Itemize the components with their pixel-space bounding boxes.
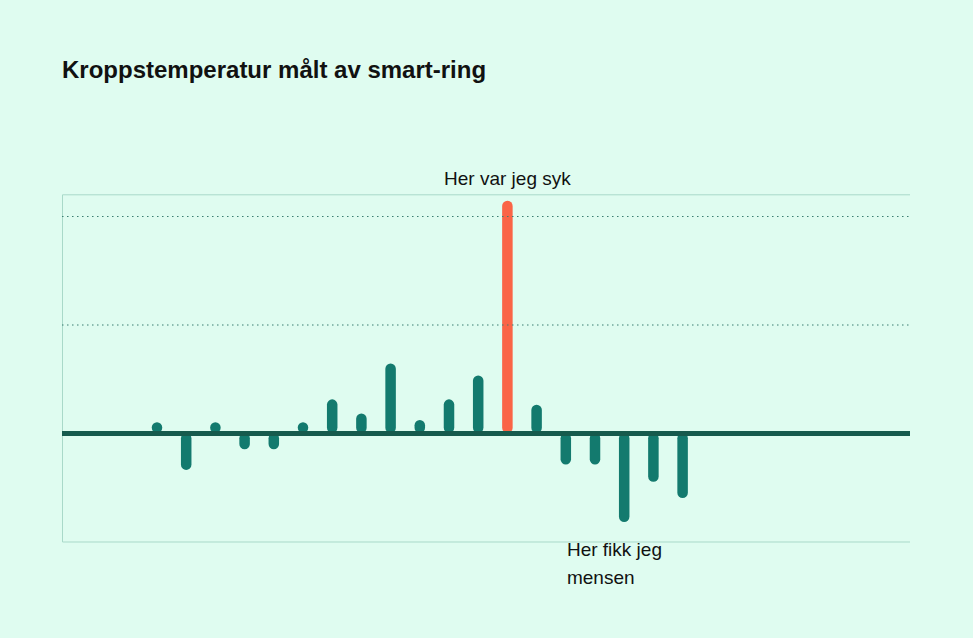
bar [327, 399, 338, 433]
bar [561, 433, 572, 464]
annotation: Her fikk jeg [567, 539, 662, 560]
title: Kroppstemperatur målt av smart-ring [62, 56, 486, 83]
tick [62, 325, 910, 326]
tick [62, 433, 910, 434]
grid-line [62, 324, 910, 325]
y-axis-line [63, 195, 911, 542]
bars [152, 201, 688, 522]
bar [356, 413, 367, 433]
annotation: Her var jeg syk [444, 168, 571, 189]
bar [444, 399, 455, 433]
bar [677, 433, 688, 498]
bar [473, 375, 484, 433]
grid-line [62, 216, 910, 217]
background [0, 0, 973, 638]
bar [385, 364, 396, 433]
annotation: mensen [567, 567, 635, 588]
bar [590, 433, 601, 464]
zero-line [62, 431, 910, 436]
bar [619, 433, 630, 522]
bar [531, 405, 542, 433]
bar [181, 433, 192, 470]
bar [502, 201, 513, 433]
chart: Kroppstemperatur målt av smart-ring Her v… [0, 0, 973, 638]
bar [648, 433, 659, 482]
tick [62, 216, 910, 217]
y-axis [62, 195, 910, 542]
